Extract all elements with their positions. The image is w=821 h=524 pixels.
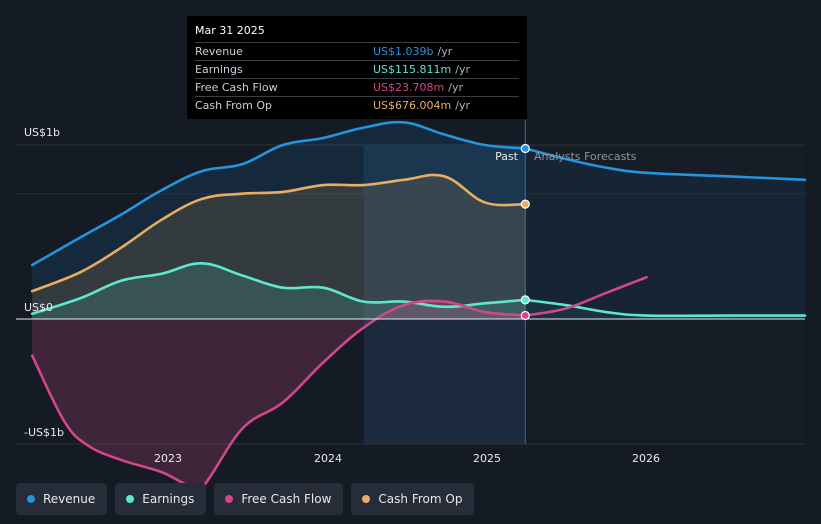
tooltip-value: US$115.811m <box>373 63 452 76</box>
forecast-line-revenue <box>523 147 807 182</box>
x-tick-label-2025: 2025 <box>473 452 501 465</box>
tooltip-unit: /yr <box>448 81 463 94</box>
y-tick-label-top: US$1b <box>24 126 60 139</box>
chart-markers <box>520 143 530 321</box>
marker-revenue <box>520 143 530 154</box>
line-revenue <box>30 120 527 267</box>
line-earnings <box>30 262 527 316</box>
forecast-area-earnings <box>525 299 805 319</box>
chart-areas <box>32 122 805 492</box>
legend-item-cash-from-op[interactable]: Cash From Op <box>351 483 475 515</box>
marker-free-cash-flow <box>520 310 530 321</box>
legend-dot-icon <box>225 495 234 503</box>
tooltip-row-free-cash-flow: Free Cash Flow US$23.708m /yr <box>195 78 519 96</box>
legend-label: Cash From Op <box>378 492 463 506</box>
tooltip-row-revenue: Revenue US$1.039b /yr <box>195 42 519 60</box>
tooltip-unit: /yr <box>455 99 470 112</box>
area-revenue <box>32 122 526 319</box>
tooltip-label: Earnings <box>195 63 243 76</box>
legend-item-revenue[interactable]: Revenue <box>16 483 108 515</box>
tooltip-unit: /yr <box>437 45 453 58</box>
tooltip-label: Revenue <box>195 45 243 58</box>
tooltip-unit: /yr <box>455 63 470 76</box>
x-tick-label-2026: 2026 <box>632 452 660 465</box>
chart-series-lines <box>16 120 807 494</box>
forecast-area-revenue <box>525 148 805 319</box>
tooltip-date: Mar 31 2025 <box>195 24 265 37</box>
marker-earnings <box>520 295 530 305</box>
past-label: Past <box>495 150 519 163</box>
x-tick-label-2023: 2023 <box>154 452 182 465</box>
chart-labels: US$1b US$0 -US$1b 2023 2024 2025 2026 Pa… <box>24 126 660 465</box>
legend-dot-icon <box>126 495 135 503</box>
marker-cash-from-op <box>520 199 530 209</box>
legend-item-earnings[interactable]: Earnings <box>115 483 207 515</box>
line-free-cash-flow <box>30 299 527 494</box>
legend-dot-icon <box>362 495 371 503</box>
forecast-label: Analysts Forecasts <box>534 150 637 163</box>
tooltip-value: US$23.708m <box>373 81 445 94</box>
legend-label: Free Cash Flow <box>241 492 332 506</box>
chart-gridlines <box>16 120 805 445</box>
x-tick-label-2024: 2024 <box>314 452 342 465</box>
legend-label: Revenue <box>43 492 96 506</box>
chart-background <box>363 145 805 444</box>
forecast-line-free-cash-flow <box>523 275 648 317</box>
tooltip-value: US$676.004m <box>373 99 452 112</box>
legend-label: Earnings <box>142 492 195 506</box>
area-cash-from-op <box>32 174 526 319</box>
forecast-line-earnings <box>523 298 807 318</box>
hover-tooltip: Mar 31 2025 Revenue US$1.039b /yr Earnin… <box>187 16 527 119</box>
tooltip-label: Free Cash Flow <box>195 81 278 94</box>
tooltip-row-cash-from-op: Cash From Op US$676.004m /yr <box>195 96 519 114</box>
area-free-cash-flow <box>32 300 526 492</box>
y-tick-label-zero: US$0 <box>24 301 53 314</box>
line-cash-from-op <box>30 173 527 293</box>
legend-item-free-cash-flow[interactable]: Free Cash Flow <box>214 483 344 515</box>
tooltip-label: Cash From Op <box>195 99 273 112</box>
tooltip-row-earnings: Earnings US$115.811m /yr <box>195 60 519 78</box>
chart-legend: Revenue Earnings Free Cash Flow Cash Fro… <box>16 483 475 515</box>
legend-dot-icon <box>27 495 35 503</box>
y-tick-label-bottom: -US$1b <box>24 426 64 439</box>
past-highlight-region <box>363 145 526 444</box>
tooltip-value: US$1.039b <box>373 45 434 58</box>
forecast-region <box>525 145 805 444</box>
